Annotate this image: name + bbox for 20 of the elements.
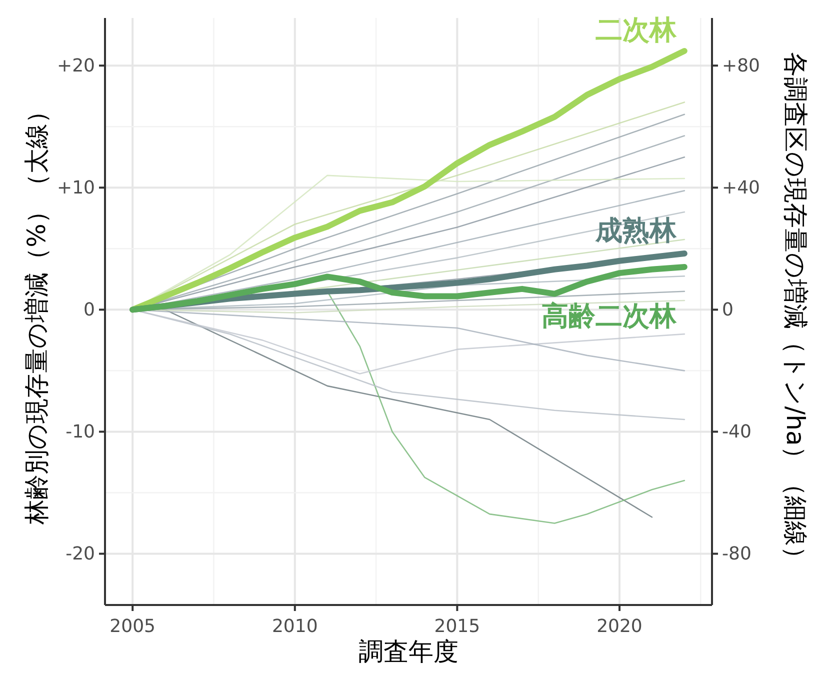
y-tick-label: 0 bbox=[84, 300, 95, 321]
y2-tick-label: 0 bbox=[722, 300, 734, 321]
x-tick-label: 2010 bbox=[272, 616, 318, 637]
series-label: 成熟林 bbox=[594, 216, 678, 247]
y-tick-label: +20 bbox=[57, 56, 95, 77]
y-axis-title: 林齢別の現存量の増減（%）（太線） bbox=[22, 98, 51, 526]
series-label: 二次林 bbox=[595, 14, 678, 46]
x-tick-label: 2020 bbox=[596, 616, 642, 637]
x-tick-label: 2005 bbox=[110, 616, 156, 637]
series-label: 高齢二次林 bbox=[541, 300, 678, 332]
y2-tick-label: +40 bbox=[722, 178, 760, 199]
x-axis-title: 調査年度 bbox=[358, 637, 458, 666]
y2-axis-title: 各調査区の現存量の増減（トン/ha）（細線） bbox=[781, 52, 810, 571]
x-tick-label: 2015 bbox=[434, 616, 480, 637]
y2-tick-label: -40 bbox=[722, 422, 752, 443]
y2-tick-label: -80 bbox=[722, 544, 752, 565]
y-tick-label: -10 bbox=[66, 422, 95, 443]
y-tick-label: +10 bbox=[57, 178, 95, 199]
y-tick-label: -20 bbox=[66, 544, 95, 565]
y2-tick-label: +80 bbox=[722, 56, 760, 77]
